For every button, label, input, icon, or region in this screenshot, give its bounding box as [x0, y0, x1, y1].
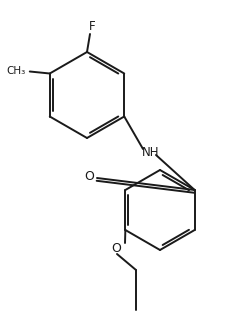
- Text: O: O: [84, 171, 94, 183]
- Text: F: F: [89, 19, 95, 33]
- Text: CH₃: CH₃: [6, 66, 25, 76]
- Text: O: O: [111, 242, 121, 254]
- Text: NH: NH: [142, 146, 160, 160]
